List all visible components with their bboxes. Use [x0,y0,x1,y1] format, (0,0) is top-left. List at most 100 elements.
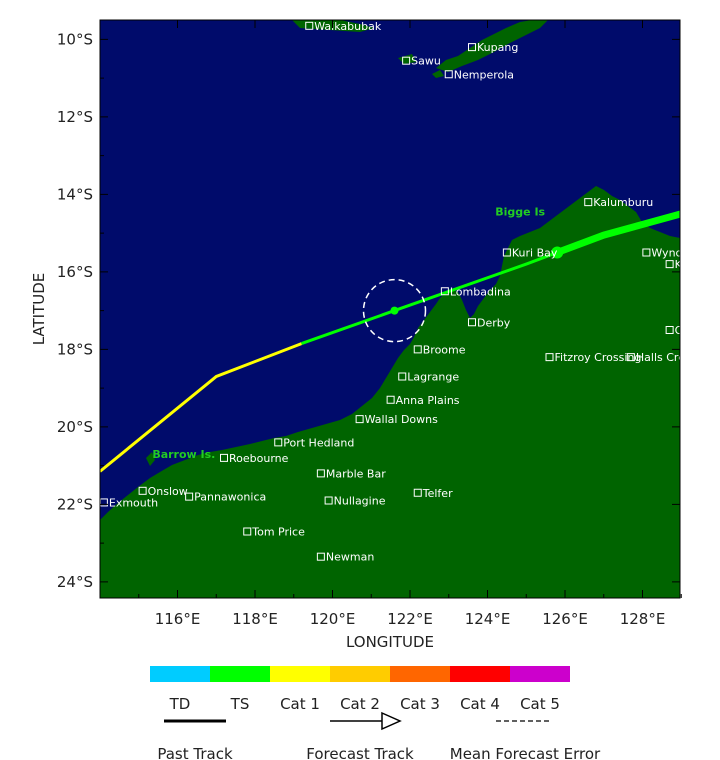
island-label: Bigge Is [495,206,545,219]
place-square-icon [324,496,333,505]
place-marker: Marble Bar [316,467,386,480]
lon-tick-label: 118°E [232,610,278,628]
legend-swatch [270,666,330,682]
place-label: Onslow [148,485,188,498]
place-marker: Fitzroy Crossing [545,351,641,364]
lat-tick-label: 20°S [57,418,93,436]
place-label: Telfer [422,487,453,500]
lat-tick-label: 14°S [57,185,93,203]
place-square-icon [413,345,422,354]
place-label: Pannawonica [194,491,266,504]
lon-tick-label: 122°E [387,610,433,628]
forecast-track-thick [555,210,680,256]
place-marker: Tom Price [243,526,305,539]
place-square-icon [665,326,674,334]
place-marker: Exmouth [100,496,158,509]
place-label: Broome [423,343,466,356]
place-marker: Onslow [138,485,188,498]
legend-forecast-arrow [330,711,402,731]
place-marker: Pannawonica [185,491,266,504]
place-label: Lombadina [450,285,511,298]
map-area [100,20,680,598]
legend-mean-error-label: Mean Forecast Error [450,745,601,760]
map-frame [99,19,681,599]
place-label: Port Hedland [283,436,354,449]
mean-forecast-error-circle [362,278,427,343]
north-island-rote [432,70,444,78]
place-square-icon [243,527,252,536]
place-label: Wallal Downs [365,413,438,426]
legend-category-label: Cat 2 [340,695,380,713]
legend-forecast-track-label: Forecast Track [306,745,414,760]
island-label: Barrow Is. [152,448,215,461]
place-marker: Roebourne [220,452,289,465]
lat-tick-label: 12°S [57,108,93,126]
legend-swatch [390,666,450,682]
lon-tick-label: 128°E [620,610,666,628]
legend-swatch [450,666,510,682]
x-axis-title: LONGITUDE [346,633,434,651]
place-label: Sawu [411,55,441,68]
place-label: Tom Price [251,526,305,539]
legend-category-label: TS [230,695,250,713]
place-square-icon [402,56,411,65]
legend-swatch [150,666,210,682]
place-square-icon [316,469,325,478]
current-position-marker [390,306,399,315]
place-marker: Kupang [468,41,518,54]
legend-swatch [510,666,570,682]
place-label: Kununurra [675,258,720,271]
place-square-icon [545,353,554,362]
lat-tick-label: 10°S [57,30,93,48]
place-marker: Port Hedland [274,436,354,449]
place-marker: Waikabubak [305,20,382,33]
place-square-icon [355,415,364,424]
place-marker: Sawu [402,55,441,68]
place-marker: Kununurra [665,258,720,271]
place-marker: Derby [468,316,511,329]
place-label: Nullagine [334,495,386,508]
place-square-icon [316,552,325,561]
place-label: Kalumburu [593,196,653,209]
place-label: Wyndham [651,247,707,260]
place-marker: Kalumburu [584,196,653,209]
axes-layer: 116°E 118°E 120°E 122°E 124°E 126°E 128°E 10°S 1… [57,20,682,628]
forecast-position-marker [551,246,564,259]
place-marker: Nemperola [444,68,514,81]
lon-tick-label: 126°E [542,610,588,628]
place-marker: Anna Plains [386,394,460,407]
place-square-icon [502,248,511,257]
place-label: Kupang [477,41,518,54]
place-label: Waikabubak [314,20,382,33]
legend-category-label: Cat 1 [280,695,320,713]
place-label: Nemperola [454,68,514,81]
place-label: Marble Bar [326,467,386,480]
place-square-icon [220,453,228,462]
legend-swatch [210,666,270,682]
place-label: Derby [477,316,511,329]
lat-tick-label: 22°S [57,495,93,513]
place-label: Lagrange [407,371,459,384]
y-axis-title: LATITUDE [30,273,48,346]
place-square-icon [468,43,476,52]
place-marker: Halls Creek [626,351,699,364]
place-label: Kuri Bay [512,247,558,260]
place-marker: Kuri Bay [502,247,558,260]
legend-category-label: Cat 4 [460,695,500,713]
place-square-icon [185,492,194,501]
lat-tick-label: 24°S [57,573,93,591]
place-square-icon [444,70,453,79]
legend-swatch [330,666,390,682]
place-marker: Lombadina [440,285,511,298]
place-square-icon [413,488,422,497]
australia-landmass [100,186,680,598]
places-layer: Waikabubak Kupang Sawu Nemperola Kalumburu Wy… [100,20,720,564]
place-marker: Ord River [665,324,680,337]
lon-tick-label: 124°E [465,610,511,628]
legend: TD TS Cat 1 Cat 2 Cat 3 Cat 4 Cat 5 [150,666,570,713]
barrow-island [146,452,155,466]
place-label: Exmouth [109,496,158,509]
place-label: Halls Creek [636,351,699,364]
lon-tick-label: 116°E [155,610,201,628]
